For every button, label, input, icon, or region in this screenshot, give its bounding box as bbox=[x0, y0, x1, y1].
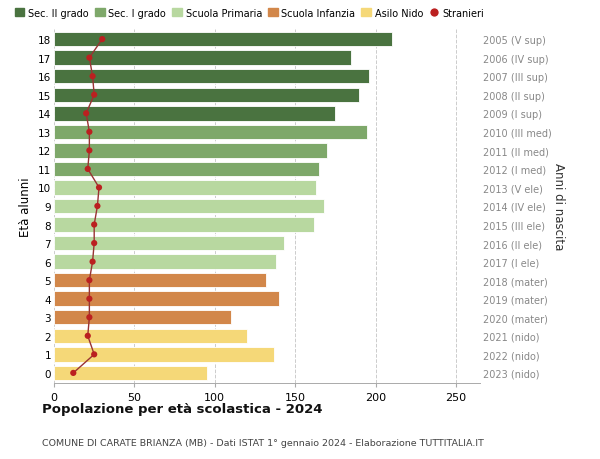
Bar bbox=[54, 310, 231, 325]
Point bbox=[89, 240, 99, 247]
Point bbox=[85, 296, 94, 303]
Legend: Sec. II grado, Sec. I grado, Scuola Primaria, Scuola Infanzia, Asilo Nido, Stran: Sec. II grado, Sec. I grado, Scuola Prim… bbox=[11, 5, 488, 22]
Point bbox=[85, 277, 94, 284]
Bar bbox=[54, 274, 266, 288]
Bar bbox=[54, 181, 316, 195]
Bar bbox=[54, 347, 274, 362]
Point bbox=[97, 36, 107, 44]
Bar bbox=[54, 88, 359, 103]
Bar bbox=[54, 51, 352, 66]
Bar bbox=[54, 329, 247, 343]
Point bbox=[85, 314, 94, 321]
Point bbox=[85, 55, 94, 62]
Point bbox=[88, 73, 97, 81]
Point bbox=[92, 203, 102, 210]
Point bbox=[82, 110, 91, 118]
Bar bbox=[54, 33, 392, 47]
Text: Popolazione per età scolastica - 2024: Popolazione per età scolastica - 2024 bbox=[42, 403, 323, 415]
Bar bbox=[54, 70, 369, 84]
Point bbox=[85, 147, 94, 155]
Bar bbox=[54, 236, 284, 251]
Point bbox=[85, 129, 94, 136]
Point bbox=[89, 221, 99, 229]
Bar bbox=[54, 199, 324, 214]
Bar bbox=[54, 107, 335, 121]
Bar bbox=[54, 218, 314, 232]
Point bbox=[68, 369, 78, 377]
Point bbox=[83, 166, 92, 173]
Point bbox=[89, 92, 99, 99]
Y-axis label: Età alunni: Età alunni bbox=[19, 177, 32, 236]
Bar bbox=[54, 144, 327, 158]
Bar bbox=[54, 292, 279, 306]
Bar bbox=[54, 366, 207, 381]
Y-axis label: Anni di nascita: Anni di nascita bbox=[553, 163, 565, 250]
Bar bbox=[54, 125, 367, 140]
Point bbox=[94, 185, 104, 192]
Point bbox=[88, 258, 97, 266]
Bar bbox=[54, 162, 319, 177]
Bar bbox=[54, 255, 276, 269]
Point bbox=[83, 332, 92, 340]
Point bbox=[89, 351, 99, 358]
Text: COMUNE DI CARATE BRIANZA (MB) - Dati ISTAT 1° gennaio 2024 - Elaborazione TUTTIT: COMUNE DI CARATE BRIANZA (MB) - Dati IST… bbox=[42, 438, 484, 448]
